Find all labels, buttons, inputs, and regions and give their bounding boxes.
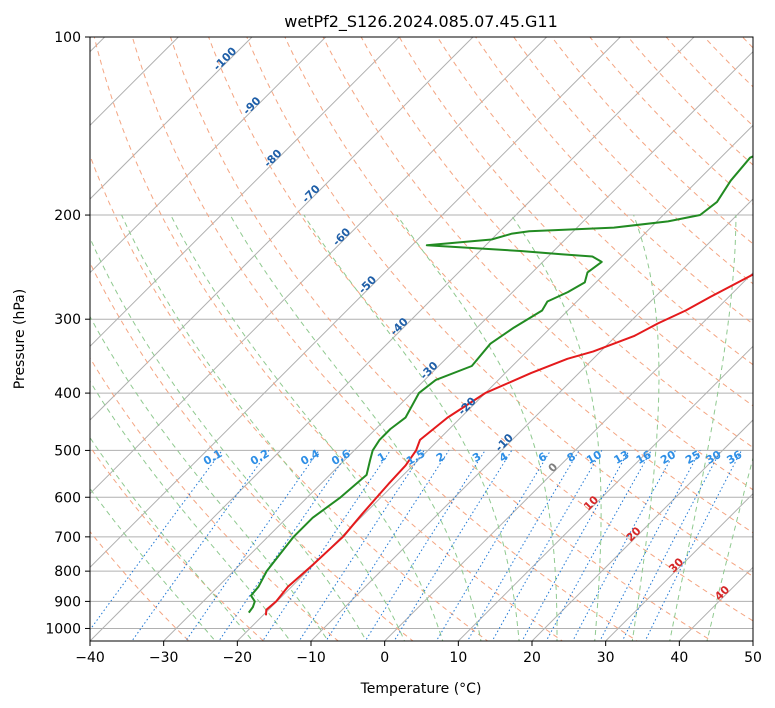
- y-tick-label: 200: [54, 208, 81, 224]
- dry-adiabat: [246, 37, 753, 577]
- y-tick-label: 1000: [45, 621, 81, 637]
- x-tick-label: −10: [296, 650, 326, 666]
- isotherm-line: [531, 419, 753, 641]
- moist-adiabat: [510, 214, 602, 641]
- dry-adiabat: [284, 37, 753, 534]
- x-tick-label: −20: [223, 650, 253, 666]
- dry-adiabat: [360, 37, 753, 449]
- y-tick-label: 400: [54, 386, 81, 402]
- plot-area: 0.1 0.2 0.4 0.6 1 1.5 2 3 4 6 8 10 13 16 20 25 30 36-100-…: [90, 37, 753, 641]
- mixing-ratio-line: [185, 450, 320, 641]
- mixing-ratio-line: [621, 450, 722, 641]
- plot-frame: [89, 36, 754, 642]
- x-tick-label: 20: [523, 650, 541, 666]
- isotherm-line: [90, 37, 253, 200]
- isotherm-line: [90, 37, 327, 274]
- x-tick-label: 0: [380, 650, 389, 666]
- mixing-ratio-line: [298, 450, 425, 641]
- isotherm-line: [90, 37, 474, 421]
- dry-adiabat: [90, 445, 265, 641]
- moist-adiabat: [90, 380, 291, 641]
- isotherm-line: [90, 37, 400, 348]
- moist-adiabat: [90, 436, 254, 641]
- x-tick-label: 30: [597, 650, 615, 666]
- x-tick-label: −30: [149, 650, 179, 666]
- dry-adiabat: [93, 37, 564, 641]
- x-axis-title: Temperature (°C): [360, 681, 482, 697]
- isotherm-line: [90, 37, 548, 495]
- moist-adiabat: [229, 214, 482, 641]
- y-tick-label: 300: [54, 312, 81, 328]
- moist-adiabat: [121, 214, 406, 641]
- isotherm-line: [605, 492, 753, 641]
- x-tick-label: 10: [449, 650, 467, 666]
- mixing-ratio-line: [545, 450, 652, 641]
- axis-ticks: −40 −30 −20 −10 0 10 20 30 40 50 100 200 300 400 500 60…: [45, 30, 762, 666]
- chart-title: wetPf2_S126.2024.085.07.45.G11: [284, 12, 558, 32]
- x-tick-label: −40: [75, 650, 105, 666]
- dewpoint-profile-line: [247, 155, 753, 614]
- x-tick-label: 40: [670, 650, 688, 666]
- y-axis-title: Pressure (hPa): [12, 289, 28, 389]
- mixing-ratio-line: [435, 450, 552, 641]
- dry-adiabat: [90, 261, 414, 641]
- mixing-ratio-line: [644, 450, 742, 641]
- isotherm-line: [163, 50, 753, 641]
- moist-adiabat: [90, 236, 367, 641]
- dry-adiabat: [322, 37, 753, 491]
- mixing-ratio-line: [491, 450, 603, 641]
- y-tick-label: 600: [54, 490, 81, 506]
- isotherm-line: [384, 271, 753, 641]
- y-tick-label: 100: [54, 30, 81, 46]
- mixing-ratio-line: [262, 450, 391, 641]
- isotherm-line: [90, 37, 695, 641]
- isotherm-line: [90, 37, 621, 569]
- mixing-ratio-line: [131, 450, 270, 641]
- dry-adiabat: [398, 37, 753, 407]
- y-tick-label: 900: [54, 594, 81, 610]
- moist-adiabat: [706, 456, 753, 641]
- mixing-ratio-line: [90, 450, 223, 631]
- x-tick-label: 50: [744, 650, 762, 666]
- moist-adiabat: [669, 215, 737, 641]
- dry-adiabat: [90, 154, 489, 641]
- moist-adiabat: [303, 214, 520, 641]
- dry-adiabat: [589, 37, 753, 205]
- isotherm-line: [457, 345, 753, 641]
- y-tick-label: 800: [54, 564, 81, 580]
- moist-adiabat: [396, 214, 558, 641]
- y-tick-label: 700: [54, 530, 81, 546]
- dry-adiabat: [170, 37, 713, 641]
- mixing-ratio-line: [218, 450, 351, 641]
- mixing-ratio-line: [466, 450, 580, 641]
- mixing-ratio-line: [325, 450, 450, 641]
- moist-adiabat: [170, 214, 444, 641]
- moist-adiabat: [631, 214, 660, 641]
- dry-adiabat: [627, 37, 753, 166]
- moist-adiabat: [90, 487, 216, 641]
- y-tick-label: 500: [54, 443, 81, 459]
- temperature-profile-line: [265, 273, 753, 616]
- mixing-ratio-line: [521, 450, 630, 641]
- moist-adiabat: [90, 315, 329, 641]
